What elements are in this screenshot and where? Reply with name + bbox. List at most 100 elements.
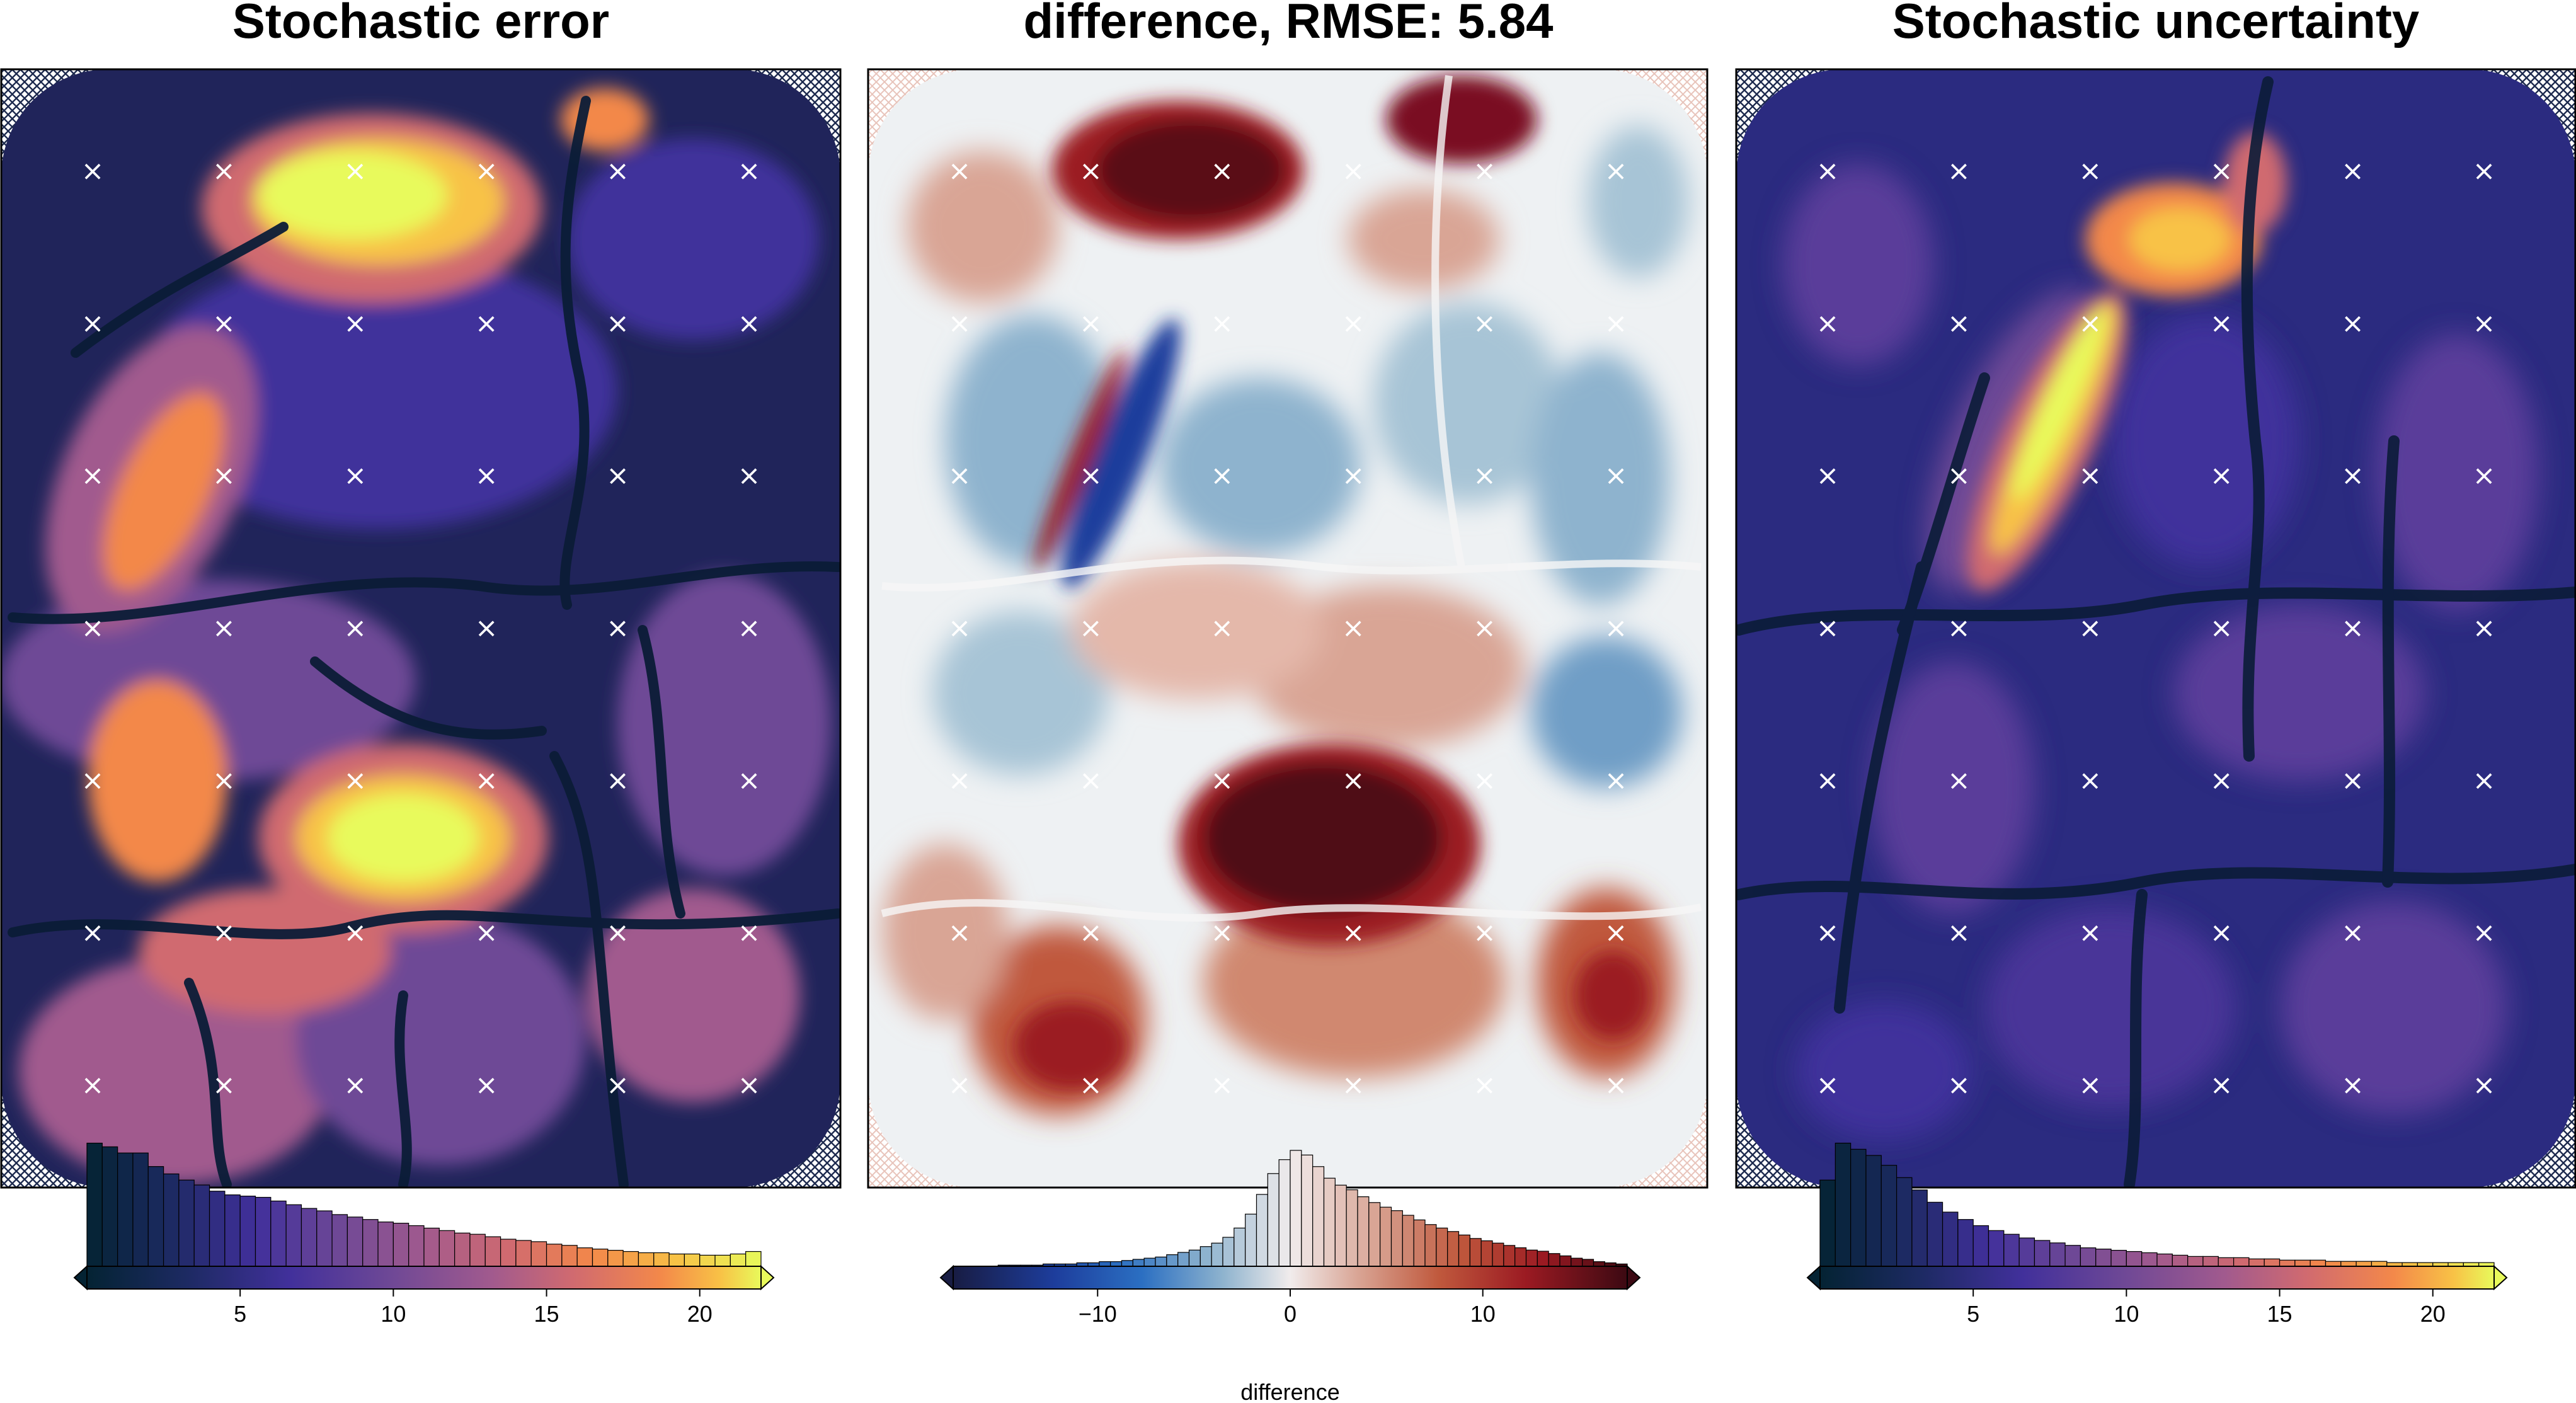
histogram-bar: [2310, 1259, 2327, 1267]
constraint-point-marker: ×: [2341, 307, 2364, 340]
histogram-bar: [1593, 1261, 1605, 1267]
histogram-bar: [2110, 1249, 2127, 1267]
constraint-point-marker: ×: [475, 612, 498, 644]
histogram-bar: [515, 1240, 532, 1267]
histogram-bar: [2095, 1249, 2112, 1267]
colorbar-tick-label: 15: [534, 1301, 559, 1327]
constraint-point-marker: ×: [2078, 612, 2102, 644]
constraint-point-marker: ×: [81, 1069, 105, 1101]
histogram-bar: [163, 1173, 180, 1267]
constraint-point-marker: ×: [2473, 460, 2496, 492]
histogram-bar: [1537, 1251, 1549, 1267]
histogram-bar: [117, 1152, 134, 1267]
histogram-bar: [699, 1254, 716, 1267]
histogram-bar: [1132, 1259, 1145, 1267]
constraint-point-marker: ×: [475, 155, 498, 187]
constraint-point-marker: ×: [212, 917, 236, 949]
histogram-bar: [1988, 1230, 2005, 1267]
constraint-point-marker: ×: [2473, 155, 2496, 187]
constraint-point-marker: ×: [1473, 1069, 1496, 1101]
histogram-bar: [638, 1252, 655, 1267]
constraint-point-marker: ×: [1210, 460, 1234, 492]
histogram-bar: [561, 1245, 578, 1267]
constraint-point-marker: ×: [948, 764, 971, 796]
constraint-point-marker: ×: [1079, 155, 1102, 187]
constraint-point-marker: ×: [2078, 1069, 2102, 1101]
constraint-point-marker: ×: [948, 460, 971, 492]
constraint-point-marker: ×: [1816, 917, 1840, 949]
constraint-point-marker: ×: [81, 155, 105, 187]
colorbar-tick-label: −10: [1079, 1301, 1117, 1327]
histogram-bar: [2325, 1261, 2342, 1267]
constraint-point-marker: ×: [343, 917, 367, 949]
heatmap-error: [1, 69, 840, 1188]
constraint-point-marker: ×: [1210, 155, 1234, 187]
constraint-point-marker: ×: [1342, 155, 1365, 187]
constraint-point-marker: ×: [1947, 155, 1971, 187]
histogram-bar: [1368, 1202, 1381, 1267]
constraint-point-marker: ×: [2078, 460, 2102, 492]
constraint-point-marker: ×: [1473, 307, 1496, 340]
histogram-bar: [1199, 1246, 1212, 1267]
histogram-bar: [316, 1210, 333, 1267]
constraint-point-marker: ×: [2473, 917, 2496, 949]
histogram-bar: [408, 1225, 425, 1267]
constraint-point-marker: ×: [606, 612, 629, 644]
constraint-point-marker: ×: [1342, 460, 1365, 492]
constraint-point-marker: ×: [475, 764, 498, 796]
histogram-bar: [2294, 1259, 2311, 1267]
histogram-bar: [331, 1214, 348, 1267]
histogram-bar: [1492, 1242, 1504, 1267]
histogram-bar: [607, 1249, 624, 1267]
panel-title: Stochastic uncertainty: [1892, 0, 2420, 49]
colorbar-tick-label: 10: [2114, 1301, 2139, 1327]
histogram-bar: [1301, 1154, 1314, 1267]
histogram-bar: [86, 1142, 103, 1267]
constraint-point-marker: ×: [475, 1069, 498, 1101]
constraint-point-marker: ×: [1473, 612, 1496, 644]
constraint-point-marker: ×: [1473, 155, 1496, 187]
constraint-point-marker: ×: [343, 460, 367, 492]
histogram-bar: [2279, 1259, 2296, 1267]
constraint-point-marker: ×: [738, 460, 761, 492]
histogram-bar: [285, 1204, 302, 1267]
constraint-point-marker: ×: [948, 917, 971, 949]
colorbar-over-triangle: [2493, 1264, 2508, 1291]
histogram-bar: [454, 1232, 471, 1267]
histogram-bar: [2018, 1237, 2035, 1267]
constraint-points: × × × × × × × × × × × × × × × × × × × × × × × × × × × × × × × × × × × × × × × ×…: [81, 155, 761, 1101]
constraint-point-marker: ×: [1605, 460, 1628, 492]
histogram-bar: [1880, 1165, 1898, 1267]
histogram-bar: [1155, 1256, 1167, 1267]
histogram-bar: [1110, 1261, 1123, 1267]
colorbar-uncertainty: 5 10 15 20: [1806, 1142, 2508, 1327]
constraint-point-marker: ×: [738, 917, 761, 949]
histogram-bar: [2356, 1261, 2373, 1267]
colorbar-ticks: 5 10 15 20: [234, 1289, 713, 1327]
histogram-bar: [1559, 1255, 1572, 1267]
constraint-point-marker: ×: [1605, 917, 1628, 949]
histogram-bar: [714, 1254, 731, 1267]
constraint-point-marker: ×: [2341, 460, 2364, 492]
histogram-bar: [2187, 1256, 2204, 1267]
histogram-bar: [2126, 1251, 2143, 1267]
constraint-point-marker: ×: [2341, 155, 2364, 187]
colorbar-tick-label: 20: [687, 1301, 713, 1327]
constraint-point-marker: ×: [1342, 307, 1365, 340]
constraint-point-marker: ×: [1605, 155, 1628, 187]
histogram-bar: [484, 1236, 501, 1267]
histogram-bar: [346, 1217, 364, 1267]
constraint-point-marker: ×: [1473, 764, 1496, 796]
histogram-bar: [2049, 1242, 2066, 1267]
histogram-bar: [1413, 1219, 1426, 1267]
constraint-point-marker: ×: [212, 764, 236, 796]
constraint-point-marker: ×: [1947, 1069, 1971, 1101]
constraint-point-marker: ×: [1342, 1069, 1365, 1101]
constraint-point-marker: ×: [1079, 307, 1102, 340]
map-frame: [1735, 68, 2576, 1189]
colorbar-under-triangle: [939, 1264, 954, 1291]
constraint-point-marker: ×: [81, 764, 105, 796]
histogram-bar: [1267, 1173, 1279, 1267]
constraint-point-marker: ×: [948, 612, 971, 644]
